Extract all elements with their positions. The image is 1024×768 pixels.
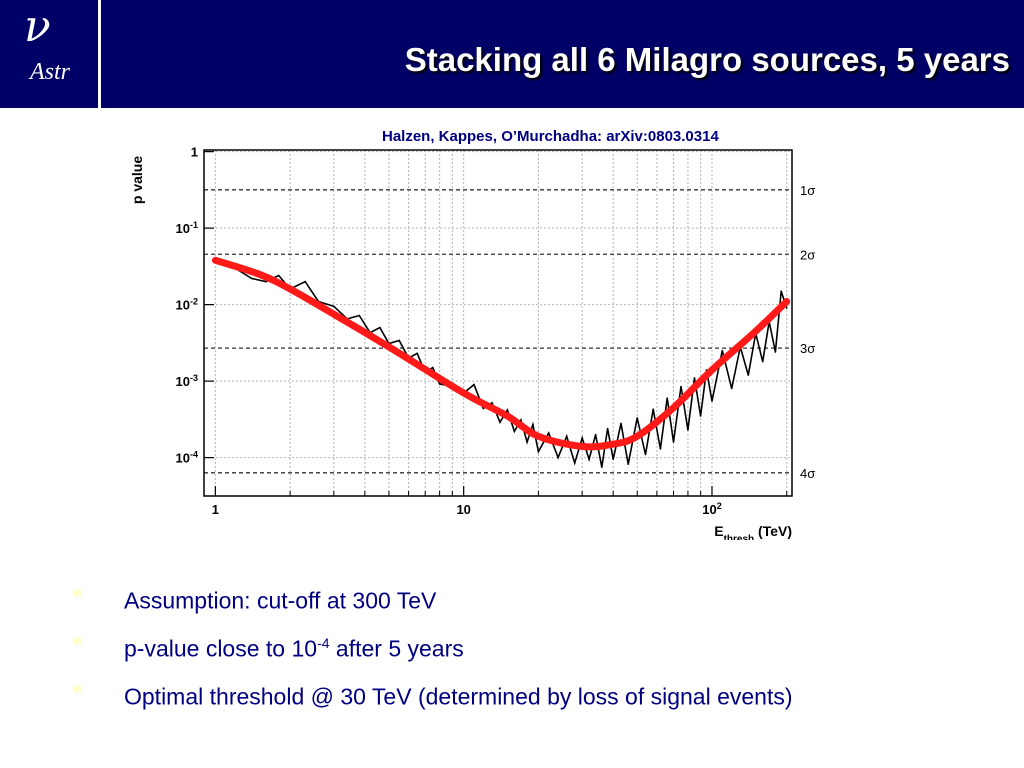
- data-point: [358, 314, 361, 317]
- data-point: [601, 466, 603, 468]
- data-point: [473, 383, 475, 386]
- data-point: [532, 423, 534, 426]
- data-point: [780, 290, 783, 292]
- data-point: [491, 402, 493, 404]
- y-axis-label: p value: [129, 156, 145, 204]
- sigma-label: 1σ: [800, 183, 815, 198]
- data-point: [499, 421, 501, 424]
- logo-text: Astr: [30, 59, 71, 85]
- data-point: [304, 280, 306, 283]
- data-point: [666, 397, 668, 399]
- bullet-item: p-value close to 10-4 after 5 years: [70, 628, 990, 676]
- bullet-square-icon: [74, 685, 81, 692]
- data-point: [627, 463, 630, 466]
- data-point: [506, 409, 509, 411]
- data-point: [526, 441, 528, 443]
- title-bar: ν Astr Stacking all 6 Milagro sources, 5…: [0, 0, 1024, 108]
- x-tick-label: 1: [212, 502, 219, 517]
- reference-citation: Halzen, Kappes, O’Murchadha: arXiv:0803.…: [382, 128, 719, 145]
- data-point: [606, 427, 609, 430]
- data-point: [721, 349, 724, 352]
- data-point: [699, 415, 702, 417]
- data-point: [379, 326, 381, 329]
- logo: ν Astr: [0, 0, 98, 108]
- data-point: [513, 430, 516, 433]
- data-point: [761, 360, 764, 363]
- data-point: [687, 429, 689, 431]
- bullet-item: Assumption: cut-off at 300 TeV: [70, 580, 990, 628]
- data-point: [581, 437, 583, 439]
- fit-curve-line: [211, 256, 791, 451]
- data-point: [594, 433, 597, 436]
- data-point: [636, 417, 639, 419]
- data-point: [573, 462, 576, 464]
- data-point: [652, 408, 655, 410]
- slide-title: Stacking all 6 Milagro sources, 5 years: [404, 41, 1010, 78]
- data-point: [612, 458, 614, 461]
- bullet-list: Assumption: cut-off at 300 TeV p-value c…: [70, 580, 990, 724]
- y-tick-label: 10-2: [176, 297, 198, 313]
- data-point: [265, 280, 267, 283]
- data-point: [747, 374, 750, 376]
- data-point: [416, 352, 419, 355]
- data-point: [588, 458, 590, 461]
- x-tick-label: 102: [702, 501, 721, 517]
- bullet-text: Optimal threshold @ 30 TeV (determined b…: [124, 683, 793, 710]
- data-point: [333, 305, 335, 308]
- data-point: [659, 448, 662, 450]
- data-point: [250, 277, 253, 280]
- sigma-label: 4σ: [800, 466, 815, 481]
- data-point: [557, 456, 559, 459]
- header-divider: [98, 0, 101, 108]
- y-tick-label: 10-3: [176, 373, 198, 389]
- logo-nu-glyph: ν: [24, 1, 51, 52]
- data-point: [730, 387, 733, 390]
- y-tick-label: 10-1: [176, 220, 198, 236]
- bullet-square-icon: [74, 637, 81, 644]
- data-point: [277, 274, 280, 277]
- p-value-chart: 1σ 2σ 3σ 4σ 1 10 102 1 10-1 10-2 10-3 10-4 Ethresh (…: [129, 145, 815, 540]
- data-point: [774, 351, 777, 353]
- y-tick-label: 10-4: [176, 450, 198, 466]
- data-point: [537, 450, 540, 453]
- data-point: [680, 385, 682, 388]
- data-point: [711, 400, 713, 402]
- bullet-item: Optimal threshold @ 30 TeV (determined b…: [70, 676, 990, 724]
- bullet-text: p-value close to 10-4 after 5 years: [124, 635, 464, 662]
- sigma-label: 3σ: [800, 341, 815, 356]
- data-point: [482, 407, 485, 410]
- data-point: [785, 307, 788, 309]
- plot-frame: [203, 149, 793, 497]
- data-point: [644, 453, 647, 456]
- data-point: [565, 435, 568, 438]
- data-point: [547, 432, 550, 434]
- y-tick-label: 1: [191, 145, 198, 160]
- data-point: [693, 377, 696, 379]
- data-point: [398, 339, 401, 342]
- x-tick-label: 10: [456, 502, 470, 517]
- sigma-label: 2σ: [800, 247, 815, 262]
- data-point: [431, 366, 434, 369]
- x-axis-label: Ethresh (TeV): [714, 523, 792, 540]
- data-point: [438, 383, 441, 385]
- bullet-square-icon: [74, 589, 81, 596]
- bullet-text: Assumption: cut-off at 300 TeV: [124, 587, 437, 614]
- data-point: [520, 419, 522, 421]
- data-point: [672, 441, 675, 443]
- data-point: [620, 422, 622, 425]
